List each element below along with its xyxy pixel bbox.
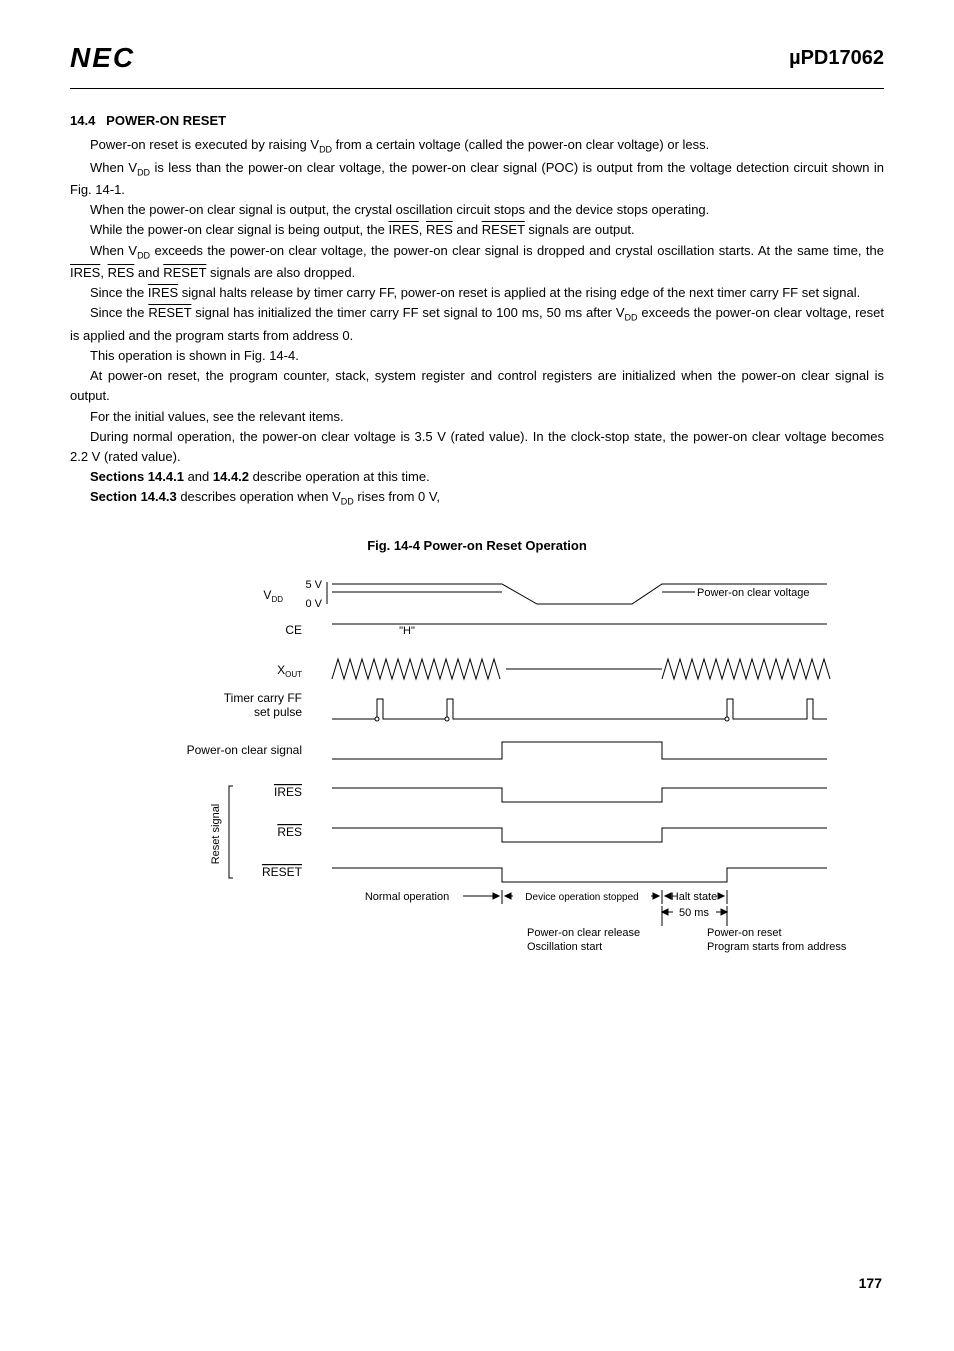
paragraph: Power-on reset is executed by raising VD… bbox=[70, 135, 884, 158]
paragraph: Section 14.4.3 describes operation when … bbox=[70, 487, 884, 510]
svg-text:Power-on clear signal: Power-on clear signal bbox=[187, 743, 302, 757]
svg-text:set pulse: set pulse bbox=[254, 705, 302, 719]
svg-text:XOUT: XOUT bbox=[277, 663, 302, 679]
figure-caption: Fig. 14-4 Power-on Reset Operation bbox=[70, 536, 884, 556]
svg-text:Timer carry FF: Timer carry FF bbox=[224, 691, 302, 705]
paragraph: At power-on reset, the program counter, … bbox=[70, 366, 884, 406]
paragraph: When VDD is less than the power-on clear… bbox=[70, 158, 884, 201]
paragraph: Since the RESET signal has initialized t… bbox=[70, 303, 884, 346]
svg-text:Power-on clear voltage: Power-on clear voltage bbox=[697, 587, 810, 599]
paragraph: During normal operation, the power-on cl… bbox=[70, 427, 884, 467]
page-number: 177 bbox=[859, 1275, 882, 1291]
logo-text: NEC bbox=[70, 42, 135, 74]
section-heading: 14.4 POWER-ON RESET bbox=[70, 111, 884, 131]
paragraph: While the power-on clear signal is being… bbox=[70, 220, 884, 240]
page-header: NEC µPD17062 bbox=[70, 0, 884, 89]
paragraph: Sections 14.4.1 and 14.4.2 describe oper… bbox=[70, 467, 884, 487]
svg-text:"H": "H" bbox=[399, 625, 415, 637]
svg-text:Power-on reset: Power-on reset bbox=[707, 927, 782, 939]
svg-text:Reset signal: Reset signal bbox=[210, 803, 222, 864]
paragraph: This operation is shown in Fig. 14-4. bbox=[70, 346, 884, 366]
svg-text:50 ms: 50 ms bbox=[679, 907, 709, 919]
part-number: µPD17062 bbox=[789, 47, 884, 70]
svg-text:Device operation stopped: Device operation stopped bbox=[525, 892, 638, 903]
svg-text:CE: CE bbox=[285, 623, 302, 637]
label: 0 V bbox=[305, 598, 322, 610]
svg-text:VDD: VDD bbox=[263, 588, 283, 604]
timing-diagram: 5 V VDD 0 V CE XOUT Timer carry FF set p… bbox=[107, 574, 847, 974]
svg-text:Program starts from address 0: Program starts from address 0 bbox=[707, 941, 847, 953]
svg-text:Oscillation start: Oscillation start bbox=[527, 941, 602, 953]
label: 5 V bbox=[305, 579, 322, 591]
svg-text:Normal operation: Normal operation bbox=[365, 891, 449, 903]
paragraph: When VDD exceeds the power-on clear volt… bbox=[70, 241, 884, 284]
paragraph: Since the IRES signal halts release by t… bbox=[70, 283, 884, 303]
svg-text:RES: RES bbox=[277, 825, 302, 839]
svg-text:Power-on clear release: Power-on clear release bbox=[527, 927, 640, 939]
body-content: 14.4 POWER-ON RESET Power-on reset is ex… bbox=[0, 111, 954, 974]
svg-text:RESET: RESET bbox=[262, 865, 303, 879]
svg-text:IRES: IRES bbox=[274, 785, 302, 799]
paragraph: When the power-on clear signal is output… bbox=[70, 200, 884, 220]
paragraph: For the initial values, see the relevant… bbox=[70, 407, 884, 427]
svg-text:Halt state: Halt state bbox=[671, 891, 717, 903]
